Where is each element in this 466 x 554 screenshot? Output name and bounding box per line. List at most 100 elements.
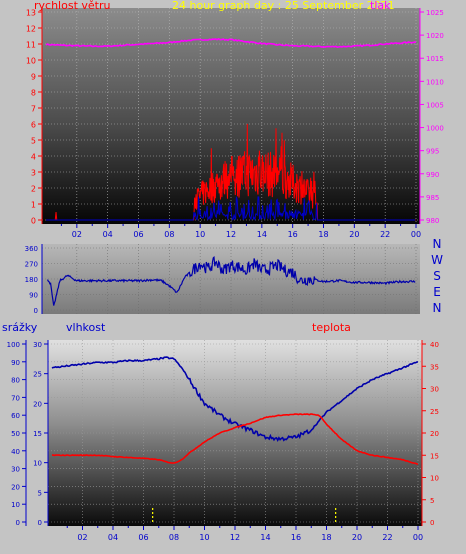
rain-tick-label: 30 (11, 466, 20, 474)
rhd-x-tick-label: 06 (138, 533, 148, 542)
wind-pressure-x-tick-label: 06 (133, 230, 143, 239)
wind-pressure-x-tick-label: 14 (257, 230, 267, 239)
rain-tick-label: 80 (11, 377, 20, 385)
wind-speed-tick-label: 9 (31, 73, 36, 82)
temperature-tick-label: 30 (430, 386, 439, 394)
temperature-tick-label: 5 (430, 497, 434, 505)
humidity-tick-label: 20 (33, 400, 42, 408)
wind-speed-tick-label: 6 (31, 121, 36, 130)
humidity-tick-label: 0 (38, 519, 42, 527)
temperature-line (52, 413, 419, 466)
pressure-tick-label: 995 (426, 148, 439, 156)
rhd-x-tick-label: 08 (169, 533, 179, 542)
wind-pressure-x-tick-label: 12 (226, 230, 236, 239)
temperature-tick-label: 15 (430, 452, 439, 460)
wind-pressure-x-tick-label: 00 (411, 230, 421, 239)
wind-pressure-x-tick-label: 22 (380, 230, 390, 239)
wind-speed-tick-label: 2 (31, 185, 36, 194)
wind-speed-tick-label: 11 (26, 41, 36, 50)
wind-speed-tick-label: 3 (31, 169, 36, 178)
humidity-label: vlhkost (66, 321, 106, 334)
rain-humidity-temperature-x-axis: 02 04 06 08 10 12 14 16 18 20 22 00 (66, 526, 423, 542)
rhd-x-tick-label: 20 (352, 533, 362, 542)
wind-pressure-x-tick-label: 20 (349, 230, 359, 239)
rain-humidity-temperature-grid (48, 340, 422, 526)
wind-speed-tick-label: 13 (26, 9, 36, 18)
pressure-tick-label: 1020 (426, 32, 444, 40)
rain-tick-label: 70 (11, 394, 20, 402)
compass-label: N (433, 301, 442, 315)
compass-label: W (431, 253, 443, 267)
pressure-tick-label: 1010 (426, 78, 444, 86)
wind-pressure-x-axis: 02 04 06 08 10 12 14 16 18 20 22 00 (60, 224, 421, 239)
rhd-x-tick-label: 10 (199, 533, 209, 542)
wind-pressure-series (45, 38, 417, 222)
rain-tick-label: 0 (16, 519, 20, 527)
compass-label: N (433, 237, 442, 251)
wind-pressure-x-tick-label: 18 (318, 230, 328, 239)
rain-axis: 0 10 20 30 40 50 60 70 80 90 100 (7, 340, 27, 527)
pressure-tick-label: 980 (426, 217, 439, 225)
rain-tick-label: 90 (11, 359, 20, 367)
humidity-tick-label: 25 (33, 371, 42, 379)
wind-speed-tick-label: 4 (31, 153, 36, 162)
wind-speed-tick-label: 10 (26, 57, 36, 66)
rhd-x-tick-label: 02 (77, 533, 87, 542)
rhd-x-tick-label: 22 (382, 533, 392, 542)
humidity-tick-label: 5 (38, 489, 42, 497)
rain-tick-label: 40 (11, 448, 20, 456)
pressure-tick-label: 1015 (426, 55, 444, 63)
wind-direction-line (46, 255, 416, 306)
compass-label: E (433, 285, 441, 299)
wind-pressure-x-tick-label: 08 (164, 230, 174, 239)
rain-tick-label: 60 (11, 412, 20, 420)
wind-direction-tick-label: 180 (25, 276, 38, 284)
temperature-tick-label: 35 (430, 363, 439, 371)
rhd-x-tick-label: 16 (291, 533, 301, 542)
temperature-tick-label: 0 (430, 519, 434, 527)
compass-label: S (433, 269, 441, 283)
temperature-tick-label: 10 (430, 475, 439, 483)
rhd-x-tick-label: 14 (260, 533, 270, 542)
pressure-tick-label: 990 (426, 171, 439, 179)
wind-speed-line (46, 196, 416, 222)
rain-humidity-temperature-chart: 0 10 20 30 40 50 60 70 80 90 100 0 5 10 15 20 25 30 0 5 10… (2, 321, 439, 542)
wind-pressure-x-tick-label: 02 (72, 230, 82, 239)
rain-tick-label: 50 (11, 430, 20, 438)
wind-speed-tick-label: 5 (31, 137, 36, 146)
humidity-axis: 0 5 10 15 20 25 30 (33, 340, 49, 527)
rain-tick-label: 100 (7, 341, 20, 349)
wind-direction-tick-label: 0 (34, 307, 38, 315)
pressure-axis: 980 985 990 995 1000 1005 1010 1015 1020 1025 (419, 8, 444, 225)
wind-pressure-x-tick-label: 04 (103, 230, 113, 239)
temperature-tick-label: 25 (430, 408, 439, 416)
wind-direction-series (46, 255, 416, 306)
rain-label: srážky (2, 321, 38, 334)
pressure-label: tlak (370, 0, 391, 12)
wind-speed-tick-label: 1 (31, 201, 36, 210)
humidity-tick-label: 10 (33, 460, 42, 468)
temperature-label: teplota (312, 321, 351, 334)
wind-direction-tick-label: 270 (25, 261, 38, 269)
pressure-line (45, 38, 417, 49)
wind-pressure-x-tick-label: 16 (288, 230, 298, 239)
humidity-tick-label: 30 (33, 341, 42, 349)
temperature-tick-label: 40 (430, 341, 439, 349)
humidity-line (51, 356, 419, 442)
rhd-x-tick-label: 18 (321, 533, 331, 542)
rhd-x-tick-label: 04 (108, 533, 118, 542)
temperature-tick-label: 20 (430, 430, 439, 438)
wind-speed-label: rychlost větru (34, 0, 110, 12)
wind-direction-tick-label: 90 (29, 292, 38, 300)
wind-direction-axis: 0 90 180 270 360 (25, 244, 43, 315)
wind-speed-tick-label: 12 (26, 25, 36, 34)
wind-speed-tick-label: 0 (31, 217, 36, 226)
rhd-x-tick-label: 12 (230, 533, 240, 542)
temperature-axis: 0 5 10 15 20 25 30 35 40 (421, 340, 439, 527)
wind-direction-tick-label: 360 (25, 245, 38, 253)
